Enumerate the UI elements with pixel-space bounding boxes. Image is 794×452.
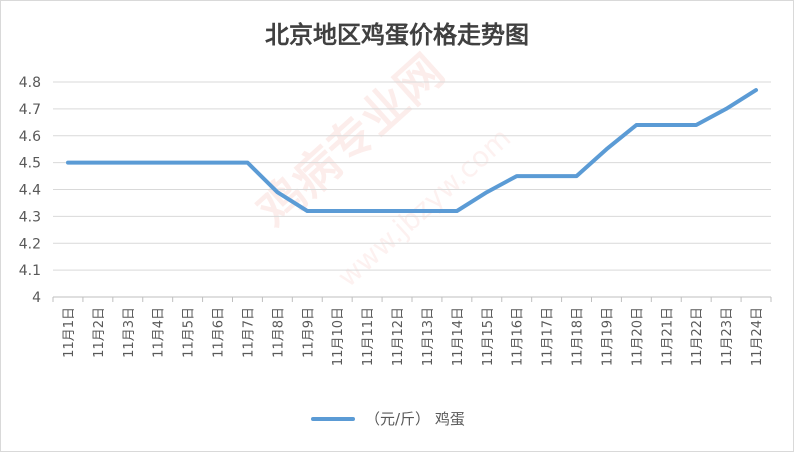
y-tick-label: 4.4: [19, 183, 41, 199]
x-tick-label: 11月18日: [571, 307, 586, 366]
x-tick-label: 11月3日: [122, 307, 137, 358]
y-tick-label: 4.7: [19, 102, 41, 118]
x-tick-label: 11月14日: [451, 307, 466, 366]
y-tick-label: 4.1: [19, 263, 41, 279]
y-tick-label: 4.3: [19, 209, 41, 225]
series-line-eggs: [66, 88, 758, 213]
x-tick-label: 11月21日: [660, 307, 675, 366]
x-tick-label: 11月22日: [690, 307, 705, 366]
y-tick-label: 4: [32, 290, 41, 306]
x-tick-label: 11月13日: [421, 307, 436, 366]
legend: （元/斤） 鸡蛋: [311, 408, 465, 429]
x-tick-label: 11月20日: [630, 307, 645, 366]
x-axis: [52, 296, 772, 302]
legend-label-eggs: （元/斤） 鸡蛋: [365, 410, 465, 428]
x-tick-label: 11月2日: [92, 307, 107, 358]
x-tick-label: 11月17日: [541, 307, 556, 366]
x-tick-label: 11月23日: [720, 307, 735, 366]
x-tick-label: 11月19日: [600, 307, 615, 366]
x-tick-label: 11月10日: [331, 307, 346, 366]
x-tick-label: 11月15日: [481, 307, 496, 366]
x-tick-label: 11月24日: [750, 307, 765, 366]
chart-title: 北京地区鸡蛋价格走势图: [265, 21, 529, 49]
y-tick-label: 4.2: [19, 236, 41, 252]
x-tick-label: 11月6日: [212, 307, 227, 358]
x-axis-tick-labels: 11月1日 11月2日 11月3日 11月4日 11月5日 11月6日 11月7日 11月8日…: [62, 307, 765, 366]
x-tick-label: 11月5日: [182, 307, 197, 358]
y-tick-label: 4.5: [19, 156, 41, 172]
series-layer: [66, 88, 758, 213]
gridlines: [53, 81, 771, 271]
x-tick-label: 11月9日: [301, 307, 316, 358]
y-tick-label: 4.8: [19, 75, 41, 91]
x-tick-label: 11月7日: [241, 307, 256, 358]
x-tick-label: 11月16日: [511, 307, 526, 366]
y-axis-tick-labels: 4 4.1 4.2 4.3 4.4 4.5 4.6 4.7 4.8: [19, 75, 41, 306]
x-tick-label: 11月4日: [152, 307, 167, 358]
y-tick-label: 4.6: [19, 129, 41, 145]
x-tick-label: 11月8日: [271, 307, 286, 358]
legend-swatch-eggs: [311, 416, 355, 421]
x-tick-label: 11月11日: [361, 307, 376, 366]
x-tick-label: 11月1日: [62, 307, 77, 358]
x-tick-label: 11月12日: [391, 307, 406, 366]
